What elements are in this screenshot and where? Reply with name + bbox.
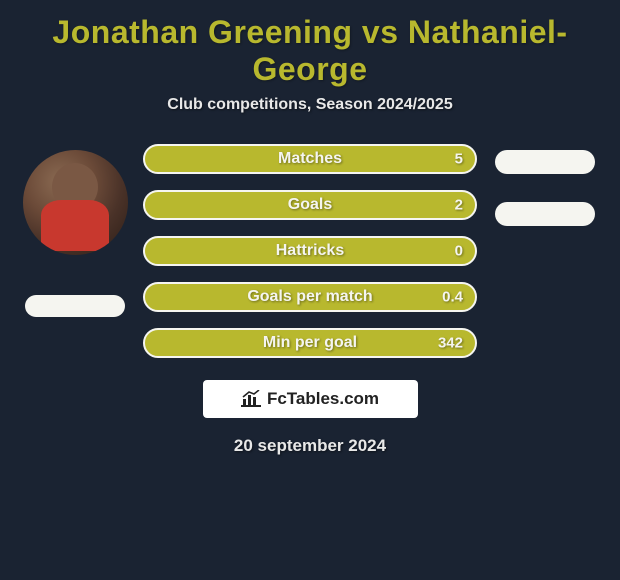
left-player-col [15,144,135,317]
stat-value: 342 [438,335,463,352]
right-player-pill [495,202,595,226]
stat-value: 0 [455,243,463,260]
left-player-avatar [23,150,128,255]
stat-bar-gpm: Goals per match 0.4 [143,282,477,312]
left-player-pill [25,295,125,317]
brand-badge[interactable]: FcTables.com [203,380,418,418]
stat-label: Matches [278,150,342,168]
right-player-pill [495,150,595,174]
date-line: 20 september 2024 [0,436,620,456]
stat-bar-mpg: Min per goal 342 [143,328,477,358]
page-title: Jonathan Greening vs Nathaniel-George [0,0,620,96]
chart-icon [241,390,261,408]
right-pill-group [495,150,595,226]
stat-label: Goals per match [247,288,372,306]
stat-label: Goals [288,196,332,214]
stat-bar-matches: Matches 5 [143,144,477,174]
stat-bar-hattricks: Hattricks 0 [143,236,477,266]
stats-column: Matches 5 Goals 2 Hattricks 0 Goals per … [135,144,485,358]
stat-value: 2 [455,197,463,214]
stat-value: 5 [455,151,463,168]
season-subtitle: Club competitions, Season 2024/2025 [0,96,620,114]
brand-text: FcTables.com [267,389,379,409]
right-player-col [485,144,605,226]
stat-value: 0.4 [442,289,463,306]
stat-bar-goals: Goals 2 [143,190,477,220]
stat-label: Min per goal [263,334,357,352]
stat-label: Hattricks [276,242,344,260]
comparison-row: Matches 5 Goals 2 Hattricks 0 Goals per … [0,144,620,358]
